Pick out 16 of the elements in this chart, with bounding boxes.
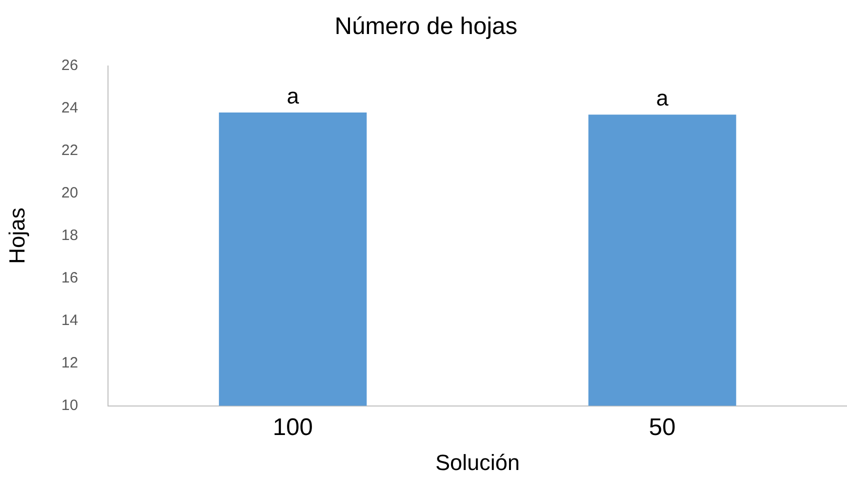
y-axis-title: Hojas [4,208,30,264]
y-tick-label: 18 [61,226,78,244]
annotation: a [286,84,300,109]
y-tick-label: 20 [61,184,78,202]
x-axis-title: Solución [435,450,520,475]
x-tick-label: 50 [648,414,676,441]
annotation: a [656,86,670,111]
y-tick-label: 26 [61,56,78,74]
chart-title: Número de hojas [334,13,518,40]
y-tick-label: 12 [61,354,78,372]
x-tick-label: 100 [272,414,313,441]
y-tick-label: 22 [61,142,78,159]
y-tick-label: 10 [61,396,78,414]
y-tick-label: 16 [61,269,78,286]
y-tick-label: 14 [61,312,78,329]
y-tick-label: 24 [61,99,78,116]
